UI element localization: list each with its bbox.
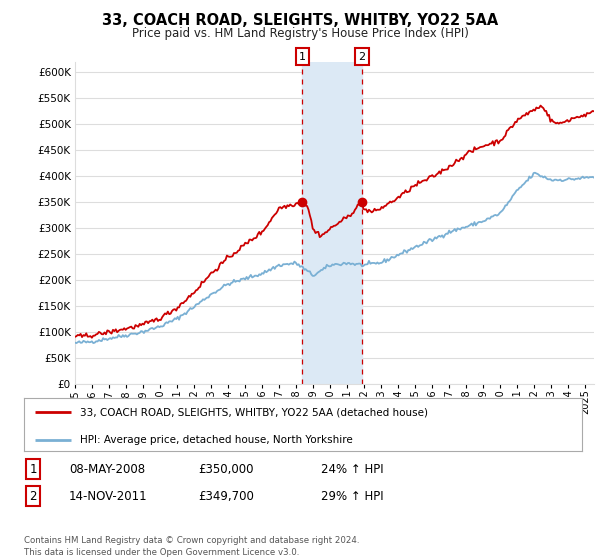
Text: 2: 2 <box>29 489 37 503</box>
Text: 08-MAY-2008: 08-MAY-2008 <box>69 463 145 476</box>
Text: £350,000: £350,000 <box>198 463 254 476</box>
Text: 33, COACH ROAD, SLEIGHTS, WHITBY, YO22 5AA (detached house): 33, COACH ROAD, SLEIGHTS, WHITBY, YO22 5… <box>80 408 428 418</box>
Text: Contains HM Land Registry data © Crown copyright and database right 2024.
This d: Contains HM Land Registry data © Crown c… <box>24 536 359 557</box>
Text: 1: 1 <box>299 52 306 62</box>
Text: 2: 2 <box>359 52 365 62</box>
Text: 14-NOV-2011: 14-NOV-2011 <box>69 489 148 503</box>
Text: 29% ↑ HPI: 29% ↑ HPI <box>321 489 383 503</box>
Text: 33, COACH ROAD, SLEIGHTS, WHITBY, YO22 5AA: 33, COACH ROAD, SLEIGHTS, WHITBY, YO22 5… <box>102 13 498 29</box>
Text: 1: 1 <box>29 463 37 476</box>
Text: £349,700: £349,700 <box>198 489 254 503</box>
Text: 24% ↑ HPI: 24% ↑ HPI <box>321 463 383 476</box>
Text: HPI: Average price, detached house, North Yorkshire: HPI: Average price, detached house, Nort… <box>80 435 353 445</box>
Bar <box>302 62 362 384</box>
Text: Price paid vs. HM Land Registry's House Price Index (HPI): Price paid vs. HM Land Registry's House … <box>131 27 469 40</box>
